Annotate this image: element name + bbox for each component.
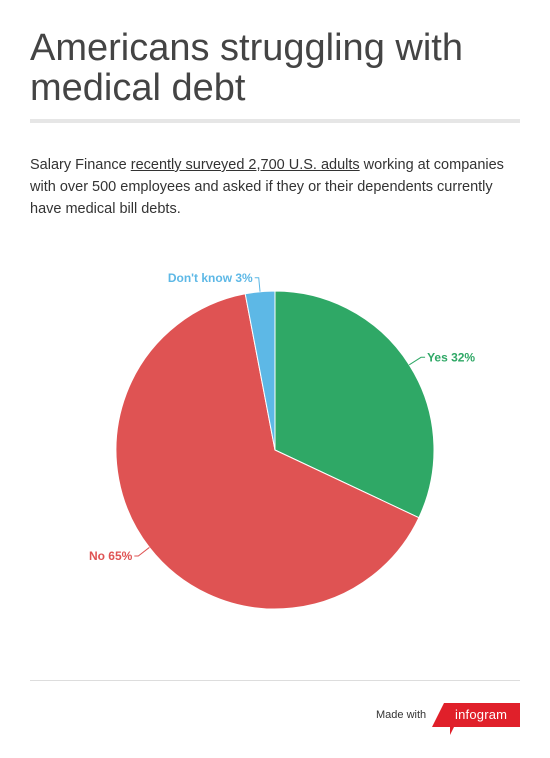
description: Salary Finance recently surveyed 2,700 U…	[30, 154, 520, 220]
page-title: Americans struggling with medical debt	[30, 27, 463, 109]
infogram-logo[interactable]	[432, 703, 520, 735]
title-divider	[30, 119, 520, 123]
made-with-label: Made with	[376, 709, 427, 721]
pie-label-no: No 65%	[89, 549, 133, 563]
pie-slice-yes[interactable]	[274, 290, 435, 519]
pie-leader-no	[134, 547, 150, 557]
infogram-logo-text: infogram	[455, 707, 508, 722]
pie-chart: Yes 32% No 65% Don't know 3%	[89, 271, 475, 610]
pie-label-yes: Yes 32%	[427, 350, 475, 364]
footer-divider	[30, 680, 520, 681]
infogram-logo-shape	[432, 703, 520, 735]
survey-link[interactable]: recently surveyed 2,700 U.S. adults	[130, 157, 360, 173]
pie-leader-yes	[408, 356, 426, 366]
description-text-after: working at companies with over 500 emplo…	[30, 157, 504, 217]
pie-leader-dont-know	[254, 277, 261, 292]
pie-label-dont-know: Don't know 3%	[168, 271, 253, 285]
description-text-before: Salary Finance	[30, 157, 131, 173]
